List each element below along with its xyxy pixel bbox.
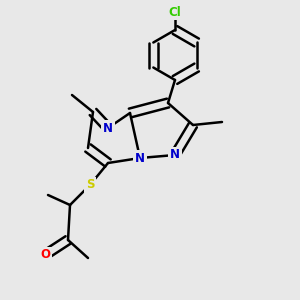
Text: O: O: [40, 248, 50, 262]
Text: S: S: [86, 178, 94, 191]
Text: N: N: [170, 148, 180, 161]
Text: N: N: [103, 122, 113, 134]
Text: N: N: [135, 152, 145, 164]
Text: Cl: Cl: [169, 5, 182, 19]
